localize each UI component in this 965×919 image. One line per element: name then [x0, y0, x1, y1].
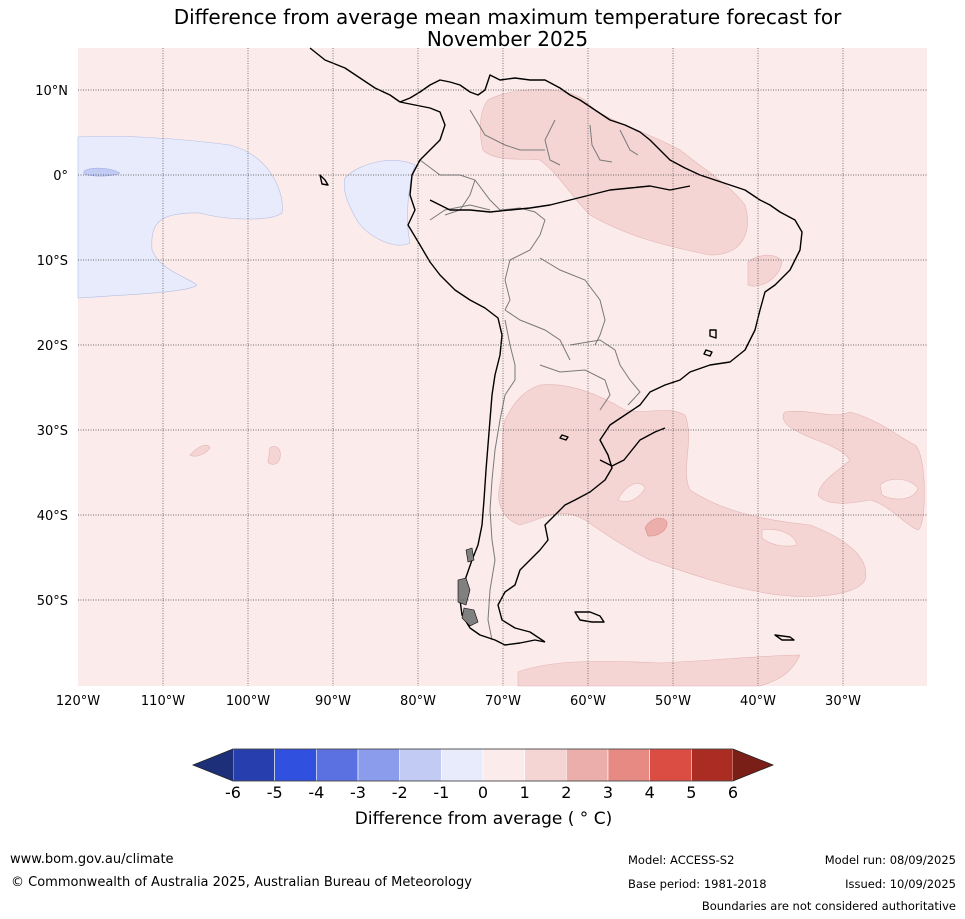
colorbar-tick-label: -6 [225, 783, 241, 802]
colorbar-tick-label: -3 [350, 783, 366, 802]
lat-label: 50°S [37, 594, 68, 609]
colorbar-tick-label: 6 [728, 783, 738, 802]
colorbar-ticks: -6 -5 -4 -3 -2 -1 0 1 2 3 4 5 6 [225, 783, 738, 802]
lat-label: 20°S [37, 339, 68, 354]
lon-label: 50°W [655, 694, 691, 709]
anomaly-region-2-to-3 [644, 517, 668, 537]
lat-label: 30°S [37, 424, 68, 439]
footer-issued: Issued: 10/09/2025 [845, 877, 956, 891]
colorbar-bin [441, 748, 484, 782]
lon-label: 120°W [56, 694, 100, 709]
country-borders [419, 109, 641, 641]
lon-label: 40°W [740, 694, 776, 709]
colorbar-bin [691, 748, 734, 782]
footer-model: Model: ACCESS-S2 [628, 853, 735, 867]
colorbar-outline [191, 748, 775, 782]
colorbar-bin [232, 748, 275, 782]
colorbar-tick-label: 3 [603, 783, 613, 802]
colorbar-tick-label: -2 [392, 783, 408, 802]
longitude-labels: 120°W 110°W 100°W 90°W 80°W 70°W 60°W 50… [56, 694, 861, 709]
colorbar [191, 748, 775, 782]
colorbar-extend-low [193, 749, 233, 781]
colorbar-bin [607, 748, 650, 782]
footer-disclaimer: Boundaries are not considered authoritat… [701, 899, 956, 913]
colorbar-bin [649, 748, 692, 782]
colorbar-tick-label: -4 [308, 783, 324, 802]
patagonia-islands [457, 547, 479, 627]
colorbar-bin [482, 748, 525, 782]
map-title-line-1: Difference from average mean maximum tem… [173, 5, 842, 29]
lon-label: 110°W [141, 694, 185, 709]
colorbar-bin [399, 748, 442, 782]
lat-label: 10°S [37, 254, 68, 269]
lat-label: 40°S [37, 509, 68, 524]
graticule [78, 48, 927, 686]
lon-label: 30°W [825, 694, 861, 709]
lon-label: 80°W [400, 694, 436, 709]
anomaly-region-minus-1-pacific [77, 135, 283, 299]
colorbar-extend-high [733, 749, 773, 781]
latitude-labels: 10°N 0° 10°S 20°S 30°S 40°S 50°S [35, 84, 68, 609]
coastlines [309, 47, 803, 646]
colorbar-tick-label: -5 [267, 783, 283, 802]
lon-label: 60°W [570, 694, 606, 709]
lon-label: 90°W [315, 694, 351, 709]
colorbar-tick-label: 2 [561, 783, 571, 802]
colorbar-bin [524, 748, 567, 782]
footer-base-period: Base period: 1981-2018 [628, 877, 767, 891]
footer-website: www.bom.gov.au/climate [10, 852, 174, 867]
footer-copyright: © Commonwealth of Australia 2025, Austra… [11, 875, 472, 890]
footer-model-run: Model run: 08/09/2025 [824, 853, 956, 867]
colorbar-tick-label: 0 [478, 783, 488, 802]
anomaly-region-minus-2-pacific [83, 167, 121, 177]
anomaly-region-minus-1-coast [343, 160, 416, 246]
map-title-line-2: November 2025 [426, 27, 589, 51]
colorbar-label: Difference from average ( ° C) [354, 809, 613, 829]
lat-label: 0° [53, 169, 68, 184]
colorbar-tick-label: -1 [433, 783, 449, 802]
colorbar-tick-label: 5 [686, 783, 696, 802]
colorbar-bin [566, 748, 609, 782]
colorbar-tick-label: 1 [520, 783, 530, 802]
colorbar-tick-label: 4 [645, 783, 655, 802]
anomaly-holes-0-to-1 [617, 479, 919, 547]
lon-label: 70°W [485, 694, 521, 709]
lat-label: 10°N [35, 84, 68, 99]
colorbar-bin [316, 748, 359, 782]
lon-label: 100°W [226, 694, 270, 709]
colorbar-bin [357, 748, 400, 782]
colorbar-bin [274, 748, 317, 782]
